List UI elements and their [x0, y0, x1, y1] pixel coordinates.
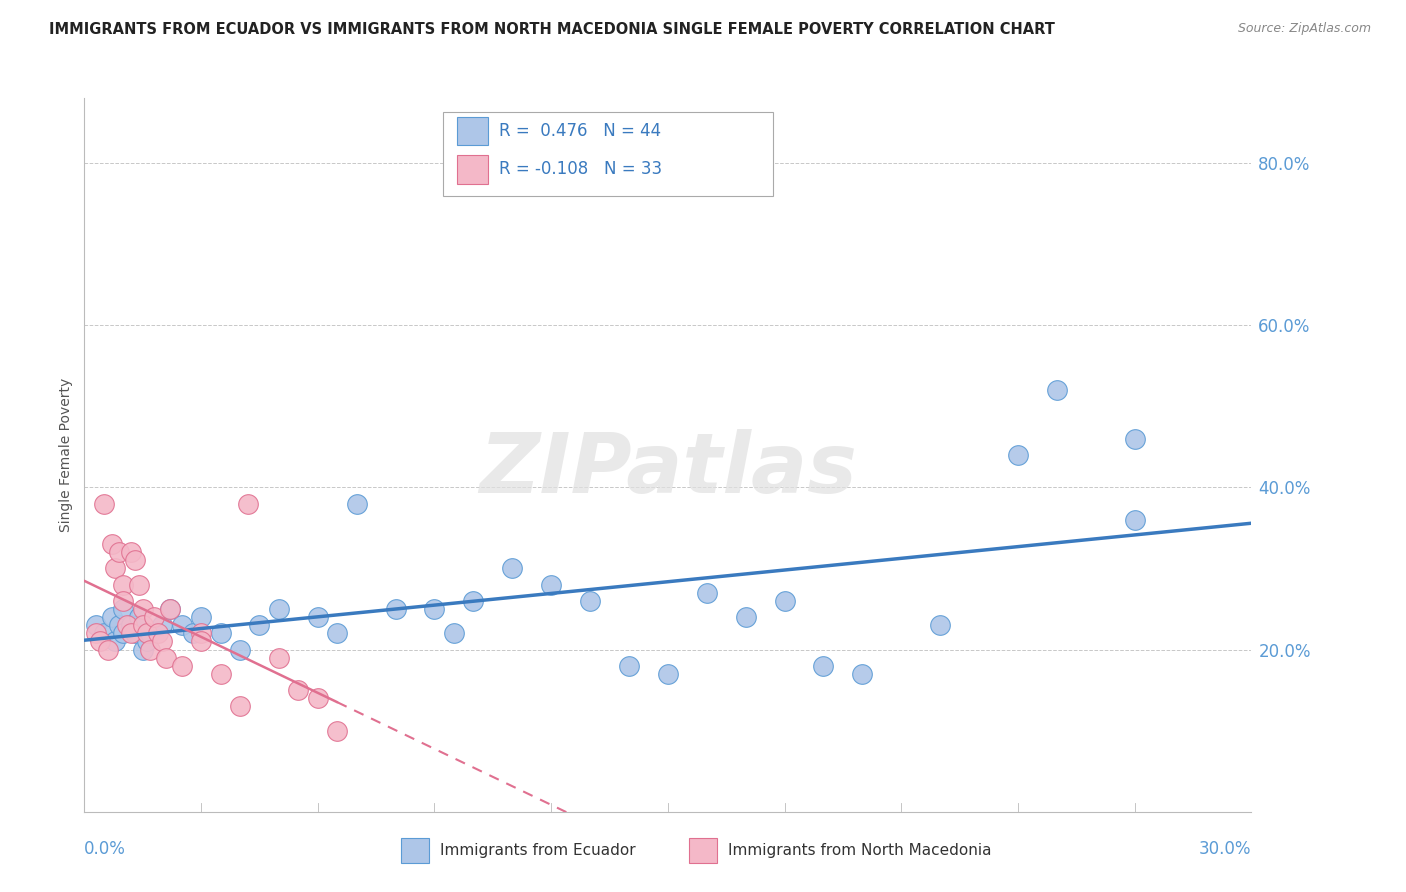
- Point: [929, 618, 952, 632]
- Text: IMMIGRANTS FROM ECUADOR VS IMMIGRANTS FROM NORTH MACEDONIA SINGLE FEMALE POVERTY: IMMIGRANTS FROM ECUADOR VS IMMIGRANTS FR…: [49, 22, 1054, 37]
- Point: [540, 577, 562, 591]
- Point: [112, 626, 135, 640]
- Point: [135, 626, 157, 640]
- Point: [734, 610, 756, 624]
- Text: Source: ZipAtlas.com: Source: ZipAtlas.com: [1237, 22, 1371, 36]
- Point: [170, 658, 193, 673]
- Point: [326, 626, 349, 640]
- Point: [148, 626, 170, 640]
- Point: [287, 683, 309, 698]
- Point: [112, 577, 135, 591]
- Text: Immigrants from North Macedonia: Immigrants from North Macedonia: [728, 843, 991, 857]
- Point: [851, 666, 873, 681]
- Text: R =  0.476   N = 44: R = 0.476 N = 44: [499, 122, 661, 140]
- Text: 30.0%: 30.0%: [1199, 840, 1251, 858]
- Point: [155, 650, 177, 665]
- Text: Immigrants from Ecuador: Immigrants from Ecuador: [440, 843, 636, 857]
- Text: R = -0.108   N = 33: R = -0.108 N = 33: [499, 161, 662, 178]
- Point: [657, 666, 679, 681]
- Point: [104, 561, 127, 575]
- Point: [170, 618, 193, 632]
- Point: [97, 642, 120, 657]
- Point: [128, 577, 150, 591]
- Point: [120, 545, 142, 559]
- Point: [229, 642, 252, 657]
- Text: 0.0%: 0.0%: [84, 840, 127, 858]
- Text: ZIPatlas: ZIPatlas: [479, 429, 856, 509]
- Point: [326, 723, 349, 738]
- Point: [120, 618, 142, 632]
- Point: [773, 594, 796, 608]
- Point: [307, 691, 329, 706]
- Point: [423, 602, 446, 616]
- Point: [100, 610, 122, 624]
- Point: [190, 634, 212, 648]
- Point: [112, 602, 135, 616]
- Point: [696, 586, 718, 600]
- Point: [112, 594, 135, 608]
- Point: [100, 537, 122, 551]
- Point: [115, 618, 138, 632]
- Point: [139, 626, 162, 640]
- Point: [236, 497, 259, 511]
- Point: [159, 602, 181, 616]
- Point: [108, 545, 131, 559]
- Point: [135, 634, 157, 648]
- Point: [249, 618, 271, 632]
- Point: [579, 594, 602, 608]
- Point: [813, 658, 835, 673]
- Point: [150, 618, 173, 632]
- Point: [159, 602, 181, 616]
- Point: [84, 618, 107, 632]
- Point: [128, 610, 150, 624]
- Point: [384, 602, 406, 616]
- Point: [617, 658, 640, 673]
- Point: [93, 626, 115, 640]
- Point: [307, 610, 329, 624]
- Point: [124, 626, 146, 640]
- Point: [267, 602, 290, 616]
- Point: [501, 561, 523, 575]
- Point: [143, 610, 166, 624]
- Y-axis label: Single Female Poverty: Single Female Poverty: [59, 378, 73, 532]
- Point: [1123, 432, 1146, 446]
- Point: [93, 497, 115, 511]
- Point: [1007, 448, 1029, 462]
- Point: [89, 634, 111, 648]
- Point: [150, 634, 173, 648]
- Point: [1046, 383, 1069, 397]
- Point: [1123, 513, 1146, 527]
- Point: [139, 642, 162, 657]
- Point: [132, 602, 155, 616]
- Point: [209, 666, 232, 681]
- Point: [463, 594, 485, 608]
- Point: [190, 610, 212, 624]
- Point: [346, 497, 368, 511]
- Point: [190, 626, 212, 640]
- Point: [84, 626, 107, 640]
- Point: [181, 626, 204, 640]
- Point: [124, 553, 146, 567]
- Point: [104, 634, 127, 648]
- Point: [443, 626, 465, 640]
- Point: [229, 699, 252, 714]
- Point: [120, 626, 142, 640]
- Point: [132, 642, 155, 657]
- Point: [267, 650, 290, 665]
- Point: [132, 618, 155, 632]
- Point: [108, 618, 131, 632]
- Point: [209, 626, 232, 640]
